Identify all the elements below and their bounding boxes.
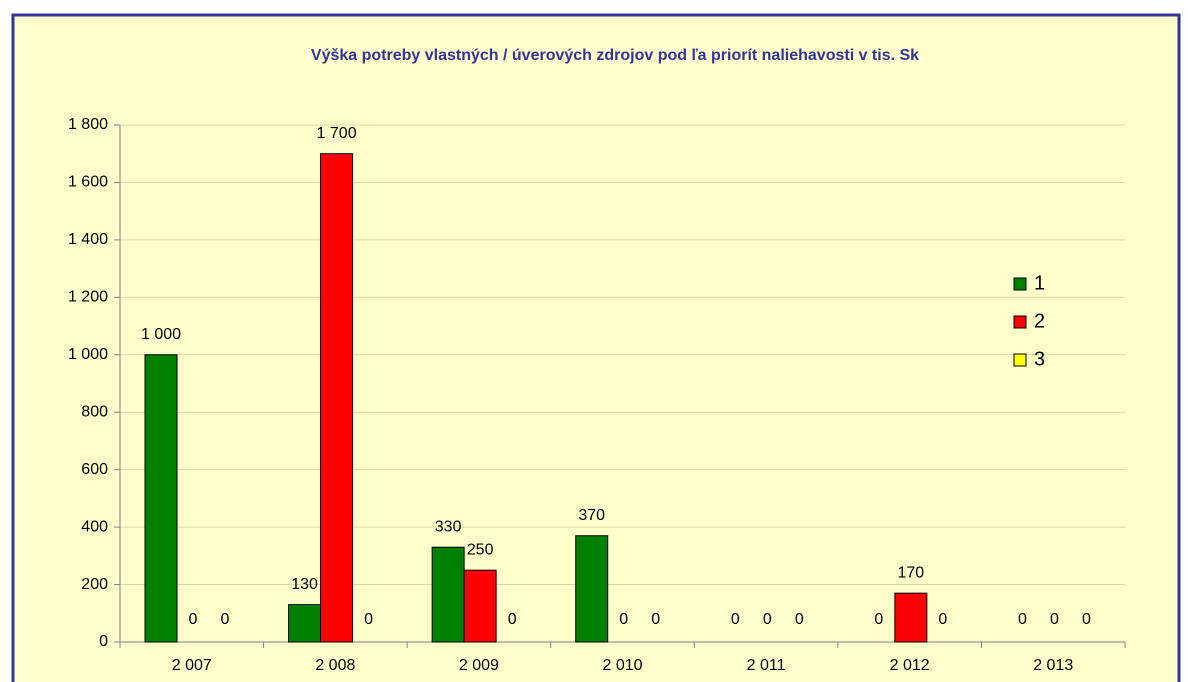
legend-swatch — [1013, 277, 1027, 291]
x-tick-label: 2 009 — [459, 657, 499, 674]
y-tick-label: 1 200 — [68, 289, 108, 306]
y-tick-label: 1 400 — [68, 231, 108, 248]
data-label: 370 — [578, 507, 605, 524]
y-tick-label: 1 800 — [68, 116, 108, 133]
data-label: 0 — [364, 611, 373, 628]
legend-label: 3 — [1034, 348, 1045, 370]
y-tick-label: 1 000 — [68, 346, 108, 363]
data-label: 0 — [189, 611, 198, 628]
data-label: 0 — [1018, 611, 1027, 628]
data-label: 0 — [1082, 611, 1091, 628]
x-tick-label: 2 010 — [602, 657, 642, 674]
bar — [144, 354, 178, 643]
x-tick-label: 2 013 — [1033, 657, 1073, 674]
bar — [463, 569, 497, 643]
data-label: 0 — [221, 611, 230, 628]
y-tick-label: 1 600 — [68, 174, 108, 191]
legend-swatch — [1013, 315, 1027, 329]
y-tick-label: 600 — [81, 461, 108, 478]
x-tick-label: 2 011 — [747, 657, 786, 674]
data-label: 330 — [435, 518, 462, 535]
x-tick-label: 2 008 — [315, 657, 355, 674]
data-label: 250 — [467, 541, 494, 558]
x-tick-label: 2 007 — [172, 657, 212, 674]
x-tick-label: 2 012 — [890, 657, 930, 674]
data-label: 1 000 — [141, 326, 181, 343]
bar — [431, 546, 465, 643]
y-tick-label: 200 — [81, 576, 108, 593]
data-label: 130 — [291, 576, 318, 593]
data-label: 0 — [795, 611, 804, 628]
y-tick-label: 0 — [99, 633, 108, 650]
legend-label: 1 — [1034, 272, 1045, 294]
data-label: 0 — [731, 611, 740, 628]
legend-label: 2 — [1034, 310, 1045, 332]
y-tick-label: 800 — [81, 403, 108, 420]
data-label: 1 700 — [317, 125, 357, 142]
data-label: 170 — [898, 564, 925, 581]
chart-title: Výška potreby vlastných / úverových zdro… — [311, 47, 919, 64]
bar — [320, 153, 354, 643]
data-label: 0 — [1050, 611, 1059, 628]
data-label: 0 — [874, 611, 883, 628]
bar — [575, 535, 609, 643]
legend-swatch — [1013, 353, 1027, 367]
data-label: 0 — [938, 611, 947, 628]
data-label: 0 — [651, 611, 660, 628]
data-label: 0 — [508, 611, 517, 628]
y-tick-label: 400 — [81, 518, 108, 535]
bar — [288, 604, 322, 643]
bar — [894, 592, 928, 643]
data-label: 0 — [619, 611, 628, 628]
data-label: 0 — [763, 611, 772, 628]
